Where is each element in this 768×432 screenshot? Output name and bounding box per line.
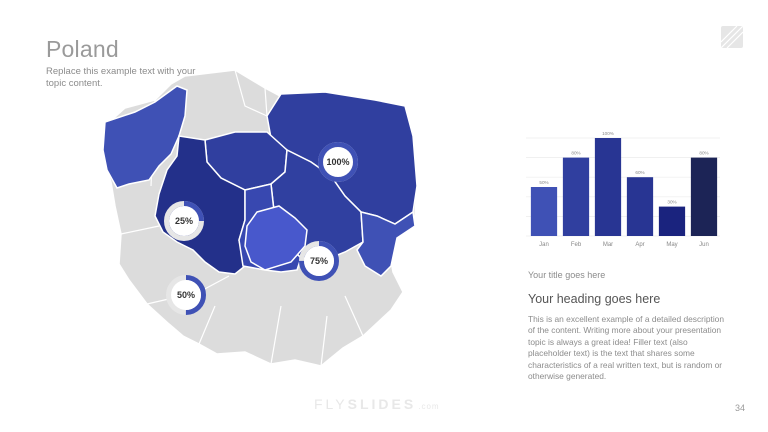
badge-50: 50% <box>166 275 206 315</box>
logo-icon <box>721 26 743 48</box>
chart-tick-label: Apr <box>635 242 644 248</box>
chart-tick-label: Jan <box>539 242 549 248</box>
map-region-swietokrzyskie <box>244 205 308 271</box>
map-region-west-pomerania <box>102 85 188 189</box>
badge-75: 75% <box>299 241 339 281</box>
chart-data-label: 80% <box>571 151 580 156</box>
chart-bar-feb <box>562 157 590 236</box>
content-body: This is an excellent example of a detail… <box>528 314 724 382</box>
chart-bar-jan <box>530 187 558 236</box>
chart-caption: Your title goes here <box>528 270 606 280</box>
chart-data-label: 50% <box>539 180 548 185</box>
content-heading: Your heading goes here <box>528 292 661 306</box>
chart-tick-label: Feb <box>571 242 582 248</box>
brand-watermark: FLYSLIDES .com <box>314 396 440 412</box>
brand-part2: SLIDES <box>347 396 417 412</box>
badge-75-label: 75% <box>304 246 334 276</box>
chart-bar-may <box>658 206 686 236</box>
chart-tick-label: May <box>666 242 677 248</box>
brand-part1: FLY <box>314 396 348 412</box>
bar-chart: 50% Jan 80% Feb 100% Mar 60% Apr 30% May 80% Jun <box>526 131 720 248</box>
map-region-lubelskie <box>356 210 416 277</box>
chart-tick-label: Jun <box>699 242 709 248</box>
slide-title: Poland <box>46 36 119 62</box>
chart-bar-apr <box>626 177 654 236</box>
chart-bar-mar <box>594 138 622 236</box>
poland-map <box>102 69 418 367</box>
chart-data-label: 80% <box>699 151 708 156</box>
chart-data-label: 100% <box>602 131 614 136</box>
chart-bar-jun <box>690 157 718 236</box>
badge-50-label: 50% <box>171 280 201 310</box>
chart-data-label: 60% <box>635 170 644 175</box>
badge-25-label: 25% <box>169 206 199 236</box>
badge-100-label: 100% <box>323 147 353 177</box>
brand-suffix: .com <box>418 402 440 411</box>
slide-subtitle: Replace this example text with your topi… <box>46 66 196 89</box>
chart-tick-label: Mar <box>603 242 613 248</box>
badge-25: 25% <box>164 201 204 241</box>
badge-100: 100% <box>318 142 358 182</box>
page-number: 34 <box>735 403 746 413</box>
chart-data-label: 30% <box>667 200 676 205</box>
